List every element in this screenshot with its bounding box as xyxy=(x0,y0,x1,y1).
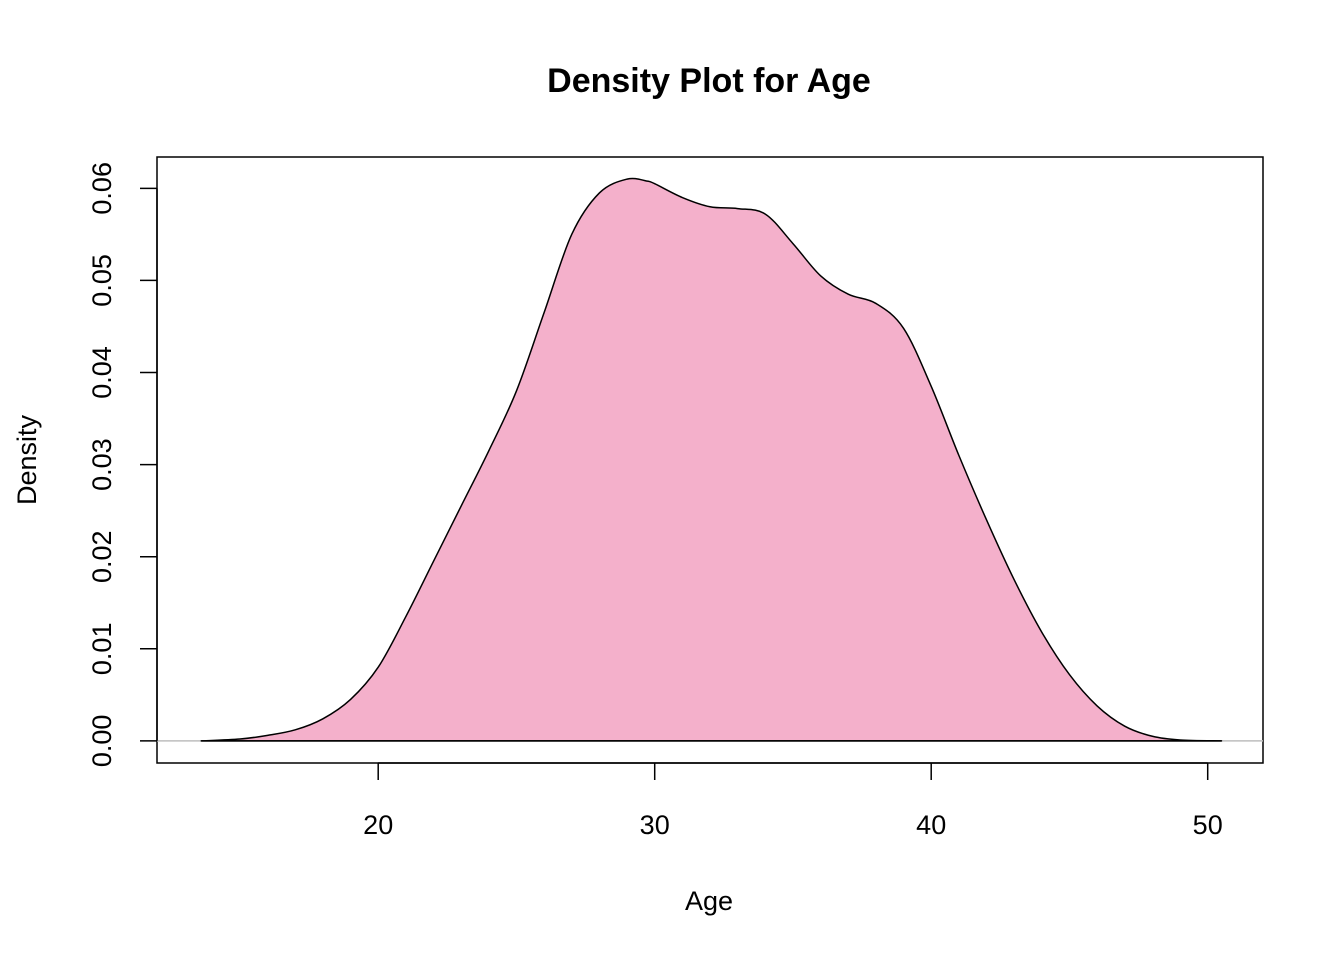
y-tick-label: 0.00 xyxy=(87,715,117,768)
y-tick-label: 0.01 xyxy=(87,623,117,676)
y-axis: 0.00 0.01 0.02 0.03 0.04 0.05 0.06 xyxy=(87,162,158,768)
y-tick-label: 0.06 xyxy=(87,162,117,215)
x-axis: 20 30 40 50 xyxy=(363,762,1223,840)
x-tick-label: 50 xyxy=(1193,810,1223,840)
density-layer xyxy=(157,177,1263,742)
y-tick-label: 0.04 xyxy=(87,346,117,399)
density-curve xyxy=(200,177,1223,742)
x-tick-label: 20 xyxy=(363,810,393,840)
x-tick-label: 40 xyxy=(916,810,946,840)
y-tick-label: 0.02 xyxy=(87,530,117,583)
x-tick-label: 30 xyxy=(640,810,670,840)
y-tick-label: 0.05 xyxy=(87,254,117,307)
y-axis-label: Density xyxy=(12,414,42,505)
x-axis-label: Age xyxy=(685,886,733,916)
chart-title: Density Plot for Age xyxy=(547,62,871,100)
y-tick-label: 0.03 xyxy=(87,438,117,491)
